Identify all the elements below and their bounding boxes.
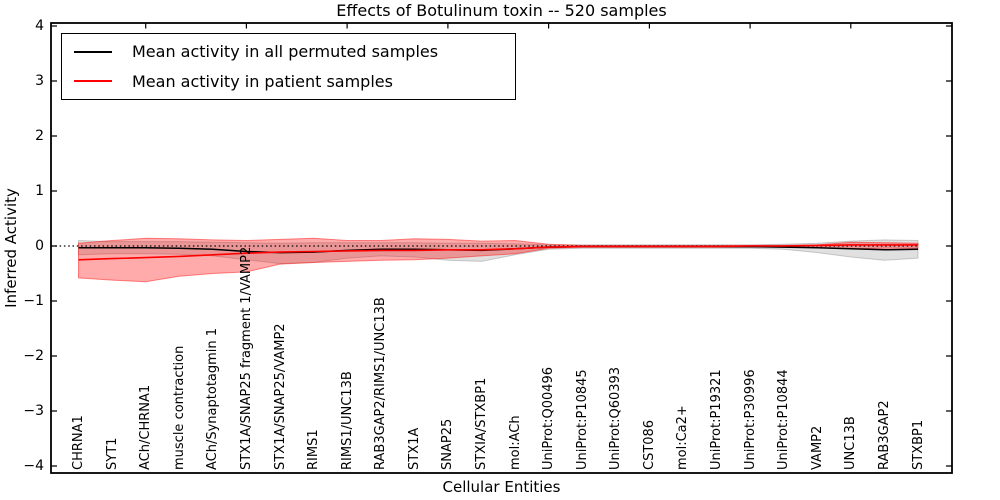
patient-mean-line (78, 244, 918, 261)
x-tick-label: CST086 (641, 419, 657, 470)
x-tick-label: SNAP25 (440, 418, 456, 470)
x-tick-label: STXIA/STXBP1 (474, 377, 489, 470)
x-tick-label: UNC13B (843, 416, 859, 470)
x-tick-label: RIMS1/UNC13B (339, 371, 355, 470)
x-tick-label: ACh/CHRNA1 (138, 384, 154, 470)
x-tick-label: VAMP2 (809, 425, 825, 470)
x-tick-label: UniProt:Q60393 (608, 366, 624, 470)
y-tick-label: 1 (35, 183, 44, 199)
patient-confidence-band (78, 237, 919, 283)
y-tick-label: −1 (23, 293, 44, 309)
x-axis-label: Cellular Entities (442, 478, 561, 496)
y-tick-label: −4 (23, 458, 44, 474)
x-tick-label: UniProt:P10845 (574, 369, 590, 470)
x-tick-label: SYT1 (104, 437, 120, 470)
y-tick-label: −3 (23, 403, 44, 419)
plot-border (50, 22, 953, 474)
y-tick-label: −2 (23, 348, 44, 364)
x-tick-label: UniProt:P10844 (776, 369, 792, 470)
x-tick-label: STXBP1 (910, 419, 926, 470)
legend-label-permuted: Mean activity in all permuted samples (132, 42, 439, 62)
x-tick-label: RIMS1 (306, 429, 322, 470)
x-tick-label: RAB3GAP2 (876, 400, 892, 470)
legend-item-patient: Mean activity in patient samples (62, 71, 515, 92)
x-tick-label: mol:ACh (507, 415, 523, 470)
x-tick-label: RAB3GAP2/RIMS1/UNC13B (373, 297, 389, 470)
y-tick-label: 3 (35, 73, 44, 89)
x-tick-label: UniProt:P30996 (742, 369, 758, 470)
x-tick-label: STX1A/SNAP25 fragment 1/VAMP2 (238, 246, 254, 470)
legend-item-permuted: Mean activity in all permuted samples (62, 41, 515, 62)
axis-ticks (51, 23, 952, 467)
legend-label-patient: Mean activity in patient samples (132, 71, 393, 91)
x-tick-label: CHRNA1 (71, 415, 86, 470)
x-tick-label: STX1A/SNAP25/VAMP2 (272, 323, 288, 470)
x-tick-label: UniProt:P19321 (709, 369, 724, 470)
patient-line-sample-icon (74, 80, 112, 83)
x-tick-label: mol:Ca2+ (675, 405, 691, 470)
y-tick-label: 2 (35, 128, 44, 144)
x-tick-label: muscle contraction (171, 345, 187, 470)
x-tick-label: UniProt:Q00496 (541, 366, 557, 470)
y-tick-label: 4 (35, 18, 44, 34)
x-tick-label: STX1A (406, 427, 422, 470)
x-tick-label: ACh/Synaptotagmin 1 (205, 327, 221, 470)
legend: Mean activity in all permuted samples Me… (61, 33, 516, 100)
permuted-line-sample-icon (74, 50, 112, 53)
chart-title: Effects of Botulinum toxin -- 520 sample… (336, 1, 667, 20)
y-tick-label: 0 (35, 238, 44, 254)
